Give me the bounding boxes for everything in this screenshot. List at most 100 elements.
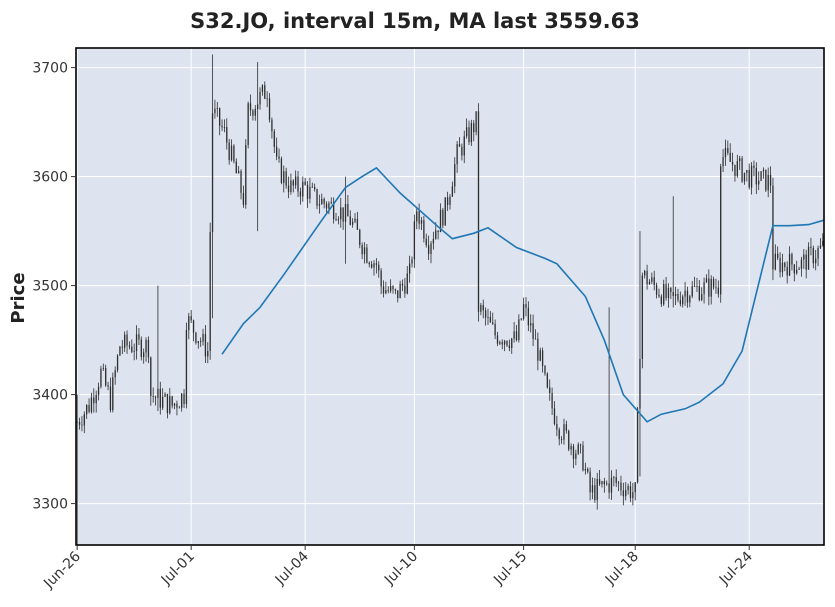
candle-body bbox=[378, 264, 380, 271]
candle-body bbox=[257, 104, 259, 110]
candle-body bbox=[482, 305, 484, 311]
candle-body bbox=[380, 270, 382, 287]
candle-body bbox=[551, 392, 553, 409]
candle-body bbox=[385, 290, 387, 294]
candle-body bbox=[176, 403, 178, 408]
candle-body bbox=[560, 439, 563, 441]
candle-body bbox=[693, 286, 696, 287]
candle-body bbox=[530, 323, 532, 326]
candle-body bbox=[147, 339, 150, 358]
candle-body bbox=[361, 244, 363, 255]
candle-body bbox=[138, 334, 140, 340]
candle-body bbox=[143, 352, 145, 357]
candle-body bbox=[209, 232, 211, 352]
candle-body bbox=[601, 481, 603, 485]
candle-body bbox=[653, 277, 655, 286]
candle-body bbox=[164, 393, 166, 397]
candle-body bbox=[496, 335, 499, 344]
candle-body bbox=[169, 396, 171, 414]
candle-body bbox=[781, 262, 784, 273]
candle-body bbox=[594, 485, 596, 501]
x-axis-ticks: Jun-26 Jul-01 Jul-04 Jul-10 Jul-15 Jul-18 Jul-… bbox=[40, 545, 756, 592]
candle-body bbox=[475, 111, 477, 133]
candle-body bbox=[720, 166, 722, 295]
candle-body bbox=[537, 338, 539, 361]
candle-body bbox=[708, 278, 710, 297]
candle-body bbox=[746, 170, 748, 173]
candle-body bbox=[190, 316, 192, 321]
plot-frame bbox=[75, 47, 825, 546]
candle-body bbox=[273, 131, 275, 147]
candle-body bbox=[238, 171, 240, 174]
candle-body bbox=[337, 219, 340, 221]
candle-body bbox=[173, 403, 176, 406]
candle-body bbox=[349, 216, 351, 225]
candle-body bbox=[541, 350, 544, 366]
candle-body bbox=[480, 305, 482, 312]
candle-body bbox=[658, 294, 660, 297]
candle-body bbox=[755, 168, 757, 185]
candle-body bbox=[252, 110, 254, 116]
candle-body bbox=[454, 164, 456, 187]
candle-body bbox=[655, 285, 658, 295]
candle-body bbox=[477, 111, 480, 312]
candle-body bbox=[639, 358, 641, 409]
candle-body bbox=[629, 486, 632, 499]
candle-body bbox=[195, 332, 197, 343]
candle-body bbox=[240, 171, 242, 193]
candle-body bbox=[382, 286, 385, 294]
candle-body bbox=[259, 91, 261, 105]
candle-body bbox=[777, 253, 779, 258]
candle-body bbox=[584, 468, 587, 471]
candle-body bbox=[622, 490, 624, 497]
candle-body bbox=[135, 334, 138, 352]
candle-body bbox=[413, 221, 416, 260]
candle-body bbox=[162, 396, 164, 408]
candle-body bbox=[226, 127, 228, 143]
candle-body bbox=[791, 254, 793, 265]
candle-body bbox=[107, 385, 109, 387]
candle-body bbox=[793, 264, 795, 274]
candle-body bbox=[354, 218, 356, 222]
candle-body bbox=[715, 287, 717, 289]
candle-body bbox=[126, 334, 128, 346]
candle-body bbox=[423, 220, 425, 239]
candle-body bbox=[416, 211, 418, 222]
x-tick-label: Jul-15 bbox=[490, 549, 530, 589]
candle-body bbox=[109, 386, 112, 411]
candle-body bbox=[805, 254, 807, 270]
candle-body bbox=[487, 316, 489, 318]
candle-body bbox=[544, 365, 546, 374]
candle-body bbox=[449, 196, 451, 205]
x-tick-label: Jul-01 bbox=[158, 549, 198, 589]
candle-body bbox=[178, 407, 180, 409]
candle-body bbox=[663, 284, 665, 305]
candle-body bbox=[216, 108, 218, 109]
candle-body bbox=[788, 254, 791, 276]
moving-average-line bbox=[221, 166, 825, 423]
candle-body bbox=[387, 290, 389, 292]
candle-body bbox=[294, 176, 297, 186]
candle-body bbox=[513, 331, 515, 339]
candle-body bbox=[133, 351, 135, 352]
candle-body bbox=[78, 422, 81, 425]
candle-body bbox=[822, 240, 824, 246]
candle-body bbox=[302, 181, 304, 197]
candle-body bbox=[181, 393, 183, 408]
candle-body bbox=[651, 277, 653, 282]
candle-body bbox=[328, 203, 330, 209]
candle-body bbox=[672, 291, 674, 296]
candle-body bbox=[233, 145, 235, 162]
candle-body bbox=[765, 169, 767, 191]
candle-body bbox=[404, 285, 406, 294]
candle-body bbox=[686, 290, 689, 303]
candle-body bbox=[276, 146, 278, 157]
candle-body bbox=[750, 165, 753, 188]
candle-body bbox=[366, 247, 368, 263]
candle-body bbox=[185, 330, 188, 404]
candle-body bbox=[739, 158, 741, 162]
candle-body bbox=[556, 423, 558, 430]
candle-body bbox=[245, 145, 247, 205]
candle-body bbox=[207, 351, 209, 357]
candle-body bbox=[318, 204, 321, 206]
